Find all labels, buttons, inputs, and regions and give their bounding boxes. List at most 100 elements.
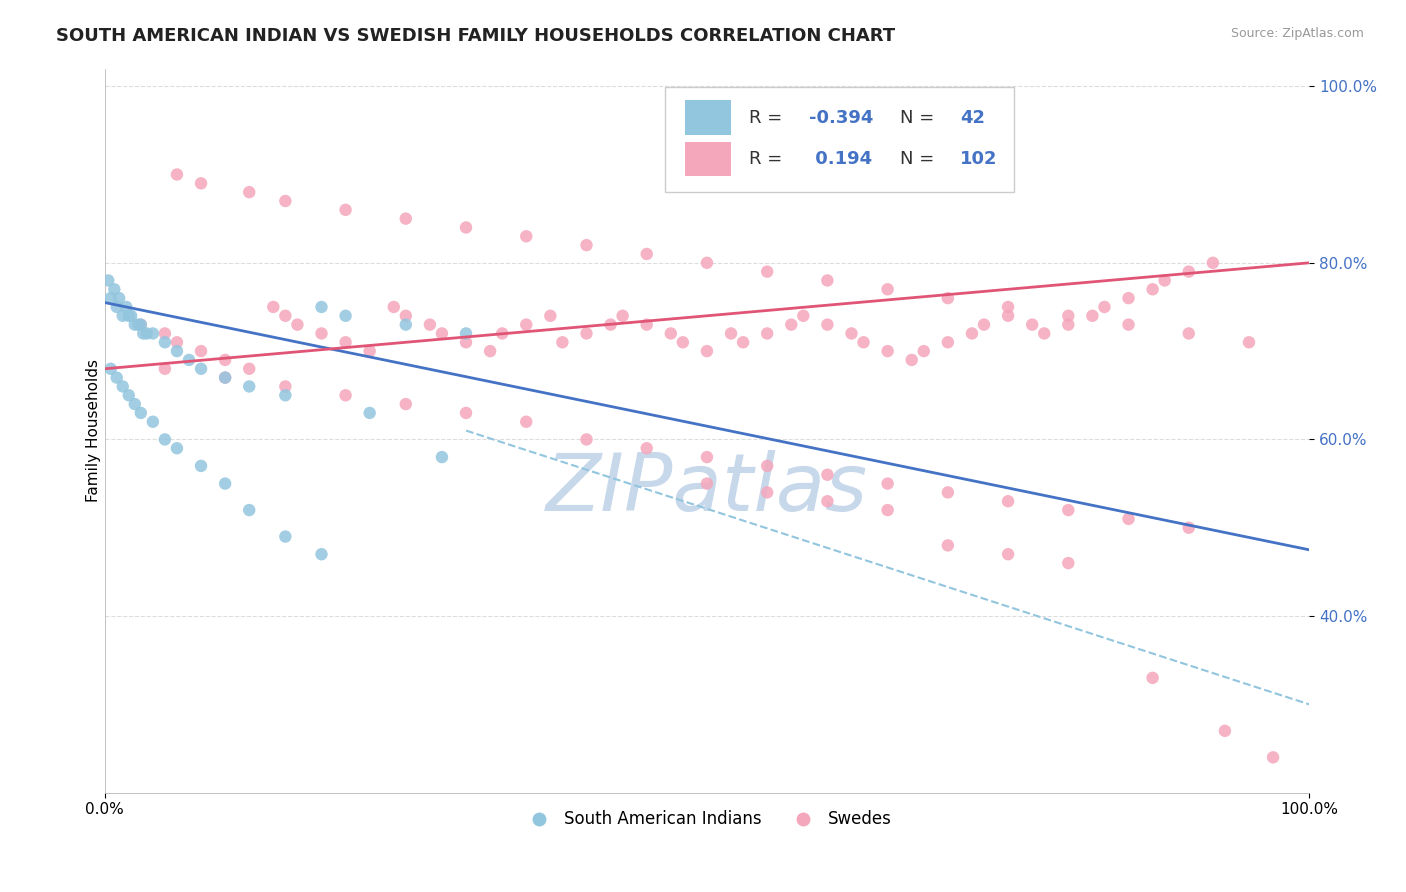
Point	[876, 476, 898, 491]
Point	[105, 300, 128, 314]
Point	[430, 326, 453, 341]
Point	[960, 326, 983, 341]
Point	[696, 476, 718, 491]
Point	[214, 370, 236, 384]
Point	[395, 318, 418, 332]
Point	[1142, 282, 1164, 296]
Point	[108, 291, 131, 305]
Point	[575, 238, 598, 252]
Point	[997, 300, 1019, 314]
Point	[997, 547, 1019, 561]
Point	[1021, 318, 1043, 332]
Point	[129, 406, 152, 420]
Point	[1261, 750, 1284, 764]
Point	[190, 177, 212, 191]
Point	[274, 194, 297, 208]
Point	[515, 318, 537, 332]
Point	[900, 353, 922, 368]
Point	[335, 388, 357, 402]
Point	[792, 309, 814, 323]
Text: -0.394: -0.394	[810, 109, 873, 127]
Point	[515, 229, 537, 244]
Point	[733, 335, 755, 350]
Point	[214, 353, 236, 368]
Point	[135, 326, 157, 341]
Point	[1081, 309, 1104, 323]
Text: SOUTH AMERICAN INDIAN VS SWEDISH FAMILY HOUSEHOLDS CORRELATION CHART: SOUTH AMERICAN INDIAN VS SWEDISH FAMILY …	[56, 27, 896, 45]
Point	[1057, 309, 1080, 323]
Point	[97, 273, 120, 287]
Point	[129, 318, 152, 332]
Point	[214, 370, 236, 384]
Point	[177, 353, 200, 368]
Point	[454, 326, 477, 341]
Point	[636, 318, 658, 332]
Point	[274, 309, 297, 323]
Point	[238, 185, 260, 199]
Point	[103, 282, 125, 296]
Text: N =: N =	[900, 109, 939, 127]
Point	[672, 335, 695, 350]
Point	[841, 326, 863, 341]
Point	[238, 379, 260, 393]
Point	[659, 326, 682, 341]
Point	[115, 300, 138, 314]
Point	[166, 168, 188, 182]
Point	[696, 450, 718, 464]
Point	[124, 397, 146, 411]
Point	[214, 476, 236, 491]
Point	[100, 291, 122, 305]
Point	[238, 503, 260, 517]
Point	[1057, 318, 1080, 332]
Point	[1142, 671, 1164, 685]
Text: R =: R =	[749, 150, 789, 168]
Point	[190, 361, 212, 376]
Point	[936, 538, 959, 552]
Point	[454, 335, 477, 350]
Point	[153, 433, 176, 447]
FancyBboxPatch shape	[665, 87, 1014, 192]
Point	[335, 202, 357, 217]
Point	[419, 318, 441, 332]
Point	[153, 326, 176, 341]
Point	[1202, 256, 1225, 270]
Point	[153, 361, 176, 376]
Point	[997, 309, 1019, 323]
FancyBboxPatch shape	[685, 101, 731, 136]
Point	[311, 547, 333, 561]
Point	[936, 335, 959, 350]
Point	[120, 309, 142, 323]
Point	[756, 326, 779, 341]
Point	[142, 326, 165, 341]
Point	[636, 247, 658, 261]
Point	[1057, 556, 1080, 570]
Point	[815, 467, 838, 482]
Point	[1094, 300, 1116, 314]
Point	[262, 300, 284, 314]
Text: ZIPatlas: ZIPatlas	[546, 450, 868, 527]
Point	[395, 309, 418, 323]
Point	[720, 326, 742, 341]
Point	[1118, 291, 1140, 305]
Point	[599, 318, 621, 332]
Point	[815, 494, 838, 508]
Text: 42: 42	[960, 109, 984, 127]
Point	[515, 415, 537, 429]
Point	[129, 318, 152, 332]
Point	[756, 265, 779, 279]
Point	[311, 326, 333, 341]
Point	[491, 326, 513, 341]
Point	[335, 335, 357, 350]
Point	[274, 530, 297, 544]
Point	[454, 220, 477, 235]
Point	[815, 273, 838, 287]
Text: 0.194: 0.194	[810, 150, 873, 168]
Point	[166, 442, 188, 456]
Legend: South American Indians, Swedes: South American Indians, Swedes	[516, 804, 898, 835]
Point	[359, 344, 381, 359]
Point	[876, 282, 898, 296]
Point	[124, 318, 146, 332]
Point	[166, 344, 188, 359]
Point	[1057, 503, 1080, 517]
Point	[551, 335, 574, 350]
